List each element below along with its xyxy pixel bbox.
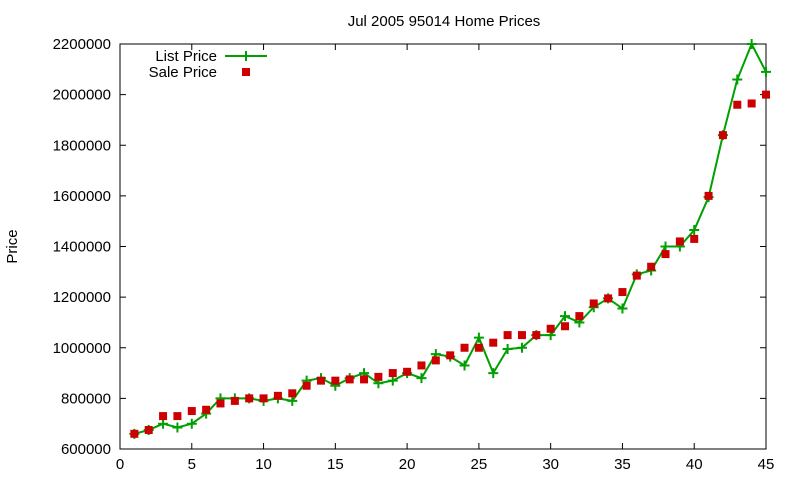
series-layer: [129, 39, 771, 439]
list-price-point: [416, 373, 427, 384]
series-line-list-price: [134, 41, 767, 435]
sale-price-point: [762, 90, 770, 99]
legend-marker-sale-price: [242, 68, 250, 76]
x-tick-label: 45: [758, 456, 775, 473]
sale-price-point: [216, 399, 225, 408]
y-tick-label: 1800000: [53, 137, 111, 154]
x-tick-label: 30: [542, 456, 559, 473]
list-price-point: [761, 66, 771, 77]
y-axis-label: Price: [4, 229, 21, 263]
sale-price-point: [704, 191, 713, 200]
sale-price-point: [517, 331, 526, 340]
sale-price-point: [130, 429, 139, 438]
list-price-point: [746, 39, 757, 49]
x-tick-label: 5: [188, 456, 196, 473]
sale-price-point: [259, 394, 268, 403]
x-tick-label: 25: [471, 456, 488, 473]
sale-price-point: [360, 375, 369, 384]
legend-label-sale-price: Sale Price: [149, 64, 217, 81]
list-price-point: [287, 395, 298, 406]
legend: List Price Sale Price: [149, 48, 267, 81]
sale-price-point: [546, 324, 555, 333]
y-tick-label: 2200000: [53, 36, 111, 53]
list-price-point: [617, 303, 628, 314]
sale-price-point: [417, 361, 426, 370]
list-price-point: [473, 332, 484, 343]
legend-label-list-price: List Price: [155, 48, 217, 65]
list-price-point: [186, 418, 197, 429]
sale-price-point: [460, 343, 469, 352]
list-price-point: [660, 241, 671, 252]
sale-price-point: [245, 394, 254, 403]
sale-price-point: [561, 322, 570, 331]
sale-price-point: [202, 405, 211, 414]
y-tick-label: 1600000: [53, 188, 111, 205]
x-tick-label: 40: [686, 456, 703, 473]
list-price-point: [502, 344, 513, 355]
list-price-point: [158, 418, 169, 429]
list-price-point: [387, 375, 398, 386]
sale-price-point: [747, 99, 756, 108]
y-tick-label: 800000: [61, 390, 111, 407]
x-tick-label: 20: [399, 456, 416, 473]
sale-price-point: [374, 372, 383, 381]
list-price-point: [488, 368, 499, 379]
axis-tick-labels: 0 5 10 15 20 25 30 35 40 45 600000 800000 1000000 120…: [53, 36, 775, 473]
sale-price-point: [302, 381, 311, 390]
list-price-point: [732, 74, 743, 85]
y-tick-label: 1400000: [53, 239, 111, 256]
sale-price-point: [431, 356, 440, 365]
x-tick-label: 0: [116, 456, 124, 473]
sale-price-point: [288, 389, 297, 398]
sale-price-point: [474, 343, 483, 352]
chart-title: Jul 2005 95014 Home Prices: [348, 13, 541, 30]
sale-price-point: [647, 262, 656, 271]
list-price-point: [172, 422, 183, 433]
sale-price-point: [532, 331, 541, 340]
sale-price-point: [331, 376, 340, 385]
list-price-point: [516, 342, 527, 353]
sale-price-point: [604, 294, 613, 303]
sale-price-point: [230, 396, 239, 405]
sale-price-point: [273, 391, 282, 400]
sale-price-point: [690, 234, 699, 243]
sale-price-point: [159, 412, 168, 421]
sale-price-point: [661, 250, 670, 259]
sale-price-point: [187, 407, 196, 416]
list-price-point: [560, 311, 571, 322]
sale-price-point: [503, 331, 512, 340]
sale-price-point: [388, 369, 397, 378]
sale-price-point: [316, 376, 325, 385]
sale-price-point: [575, 312, 584, 321]
sale-price-point: [632, 271, 641, 280]
y-tick-label: 2000000: [53, 87, 111, 104]
sale-price-point: [446, 351, 455, 360]
sale-price-point: [589, 299, 598, 308]
sale-price-point: [618, 288, 627, 297]
sale-price-point: [173, 412, 182, 421]
y-tick-label: 600000: [61, 441, 111, 458]
sale-price-point: [675, 237, 684, 246]
x-tick-label: 10: [255, 456, 272, 473]
y-tick-label: 1000000: [53, 340, 111, 357]
axis-ticks: [119, 43, 767, 450]
sale-price-point: [718, 131, 727, 140]
x-tick-label: 35: [614, 456, 631, 473]
y-tick-label: 1200000: [53, 289, 111, 306]
sale-price-point: [733, 100, 742, 109]
legend-marker-list-price: [241, 51, 251, 61]
list-price-point: [459, 360, 470, 371]
x-tick-label: 15: [327, 456, 344, 473]
list-price-point: [689, 225, 700, 236]
sale-price-point: [144, 426, 153, 435]
sale-price-point: [403, 367, 412, 376]
sale-price-point: [345, 375, 354, 384]
sale-price-point: [489, 338, 498, 347]
